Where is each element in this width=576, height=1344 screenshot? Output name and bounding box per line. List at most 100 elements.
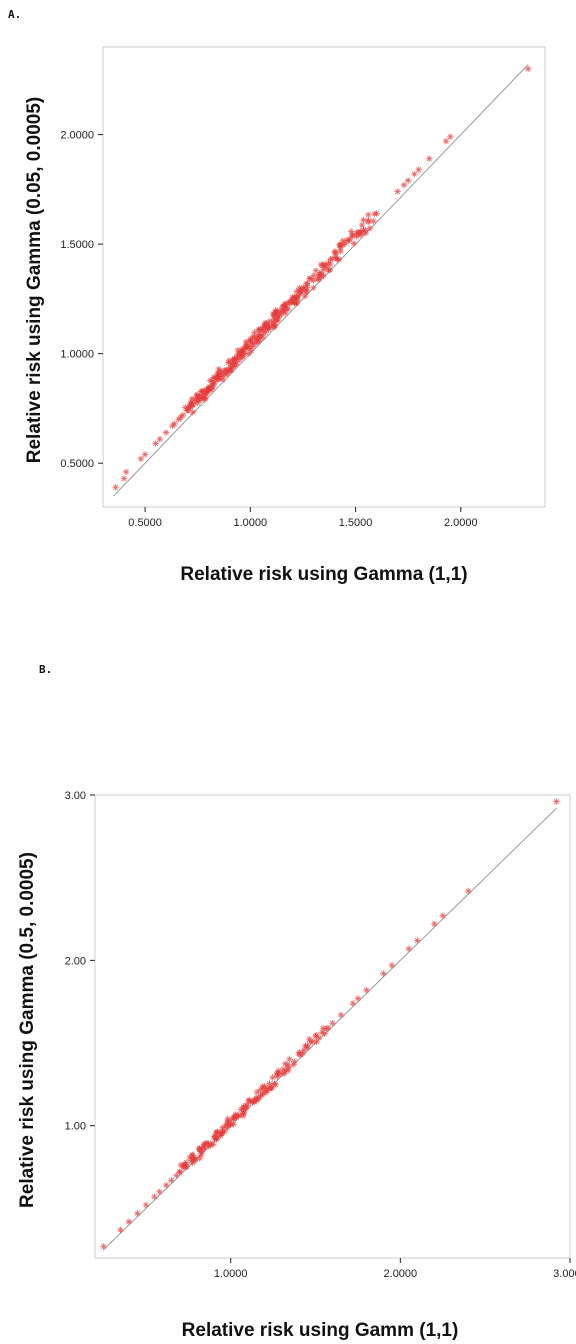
data-point <box>365 217 372 224</box>
data-point <box>203 1139 210 1147</box>
data-point <box>266 317 274 325</box>
data-point <box>196 394 203 401</box>
data-point <box>317 261 325 269</box>
data-point <box>256 331 263 338</box>
data-point <box>253 1089 261 1096</box>
data-point <box>281 303 289 311</box>
data-point <box>125 1218 133 1225</box>
data-point <box>524 65 532 73</box>
data-point <box>163 1182 170 1189</box>
data-point <box>325 266 332 274</box>
data-point <box>141 451 149 458</box>
data-point <box>327 260 334 268</box>
data-point <box>310 272 318 279</box>
data-point <box>295 1050 302 1058</box>
data-point <box>447 133 454 141</box>
data-point <box>405 945 413 952</box>
data-point <box>414 937 421 944</box>
data-point <box>233 353 240 361</box>
data-point <box>263 1085 271 1092</box>
data-point <box>335 256 343 263</box>
data-point <box>370 217 377 225</box>
data-point <box>320 272 327 279</box>
data-point <box>231 356 239 363</box>
data-point <box>241 350 248 357</box>
data-point <box>201 1144 208 1152</box>
data-point <box>360 227 367 234</box>
data-point <box>188 395 196 403</box>
data-point <box>239 1112 247 1120</box>
data-point <box>302 288 310 296</box>
data-point <box>189 1159 196 1167</box>
data-point <box>299 1050 306 1057</box>
data-point <box>262 329 269 336</box>
data-point <box>207 1140 214 1147</box>
data-point <box>329 1019 336 1027</box>
data-point <box>257 1086 264 1093</box>
data-point <box>380 970 387 977</box>
data-point <box>243 343 250 350</box>
x-tick-label: 1.0000 <box>234 517 268 529</box>
data-point <box>320 260 328 268</box>
data-point <box>291 294 298 301</box>
data-point <box>282 1067 289 1075</box>
data-point <box>242 338 250 346</box>
data-point <box>465 887 472 895</box>
data-point <box>134 1210 141 1217</box>
data-point <box>331 249 339 256</box>
data-point <box>323 1025 330 1032</box>
data-point <box>298 288 305 296</box>
data-point <box>363 986 370 994</box>
data-point <box>339 241 347 248</box>
data-point <box>365 211 372 219</box>
y-tick-label: 2.00 <box>65 955 86 967</box>
scatter-chart-b: 1.0000 2.0000 3.0000 1.00 2.00 3.00 Relative r… <box>17 790 576 1341</box>
data-point <box>137 455 145 463</box>
data-point <box>247 338 254 346</box>
data-point <box>219 376 227 383</box>
data-point <box>199 1148 206 1155</box>
data-point <box>257 332 265 339</box>
data-point <box>226 1119 234 1127</box>
data-point <box>240 1110 247 1117</box>
data-point <box>329 255 336 262</box>
data-point <box>275 1067 282 1075</box>
data-point <box>261 319 269 327</box>
data-point <box>213 1135 220 1142</box>
data-point <box>225 357 233 364</box>
data-point <box>431 920 438 928</box>
data-point <box>306 275 313 282</box>
data-point <box>411 170 418 178</box>
data-point <box>325 259 332 267</box>
data-point <box>219 373 226 380</box>
data-point <box>179 411 187 419</box>
data-point <box>288 299 295 306</box>
y-tick-label: 1.5000 <box>60 239 94 251</box>
data-point <box>394 188 401 195</box>
data-point <box>274 1073 281 1080</box>
data-point <box>236 350 243 357</box>
data-point <box>267 1084 274 1092</box>
data-point <box>315 1034 323 1042</box>
data-point <box>270 310 277 317</box>
data-point <box>358 222 366 229</box>
data-point <box>324 1024 332 1032</box>
data-point <box>195 396 203 404</box>
data-point <box>219 1124 226 1131</box>
data-point <box>122 468 130 476</box>
data-point <box>274 313 281 320</box>
data-point <box>210 374 217 381</box>
data-point <box>215 365 222 373</box>
data-point <box>281 1070 288 1077</box>
data-point <box>225 359 232 366</box>
data-point <box>232 358 239 365</box>
data-point <box>282 1060 289 1068</box>
data-point <box>290 1061 297 1068</box>
data-point <box>259 326 266 333</box>
data-point <box>249 343 256 350</box>
data-point <box>271 1080 278 1087</box>
data-point <box>337 244 344 252</box>
data-point <box>168 1177 175 1184</box>
data-point <box>151 1193 158 1201</box>
y-tick-label: 1.0000 <box>60 349 94 361</box>
